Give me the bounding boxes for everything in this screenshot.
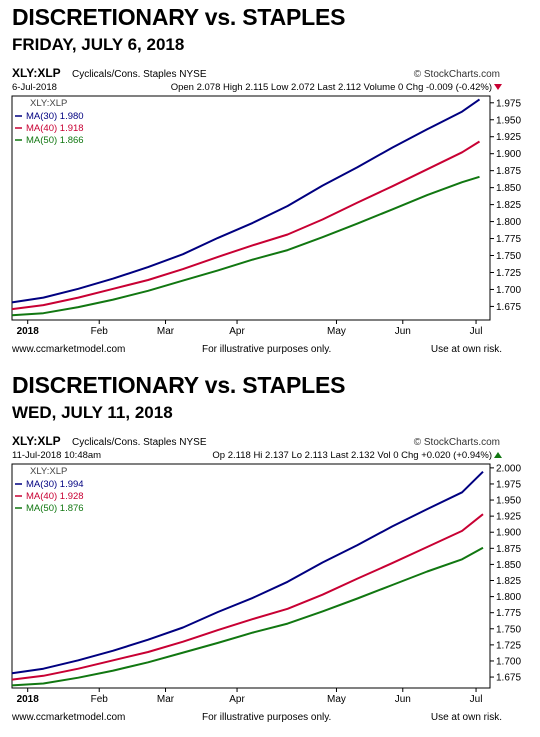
y-tick-label: 1.950 — [496, 496, 521, 507]
y-tick-label: 1.875 — [496, 166, 521, 177]
chart-symbol: XLY:XLP — [12, 434, 61, 448]
chart-subtitle: WED, JULY 11, 2018 — [12, 403, 173, 422]
chart-date: 11-Jul-2018 10:48am — [12, 450, 101, 461]
footer-risk-note: Use at own risk. — [430, 712, 502, 723]
chart-description: Cyclicals/Cons. Staples NYSE — [72, 69, 207, 80]
footer-disclaimer: For illustrative purposes only. — [202, 712, 332, 723]
line-chart: XLY:XLP Cyclicals/Cons. Staples NYSE © Sto… — [11, 434, 521, 705]
y-tick-label: 1.825 — [496, 200, 521, 211]
chart-stats: Op 2.118 Hi 2.137 Lo 2.113 Last 2.132 Vo… — [212, 450, 492, 461]
legend-entry: MA(30) 1.994 — [26, 479, 84, 490]
y-tick-label: 1.925 — [496, 512, 521, 523]
chart-subtitle: FRIDAY, JULY 6, 2018 — [12, 35, 185, 54]
y-tick-label: 1.750 — [496, 624, 521, 635]
y-tick-label: 1.975 — [496, 98, 521, 109]
y-tick-label: 1.850 — [496, 183, 521, 194]
y-tick-label: 1.900 — [496, 149, 521, 160]
x-tick-label: Mar — [157, 326, 175, 337]
plot-area — [11, 463, 491, 689]
legend-entry: MA(30) 1.980 — [26, 111, 84, 122]
series-line-ma40 — [11, 140, 481, 311]
y-tick-label: 2.000 — [496, 463, 521, 474]
y-tick-label: 1.775 — [496, 608, 521, 619]
y-tick-label: 1.875 — [496, 544, 521, 555]
line-chart: XLY:XLP Cyclicals/Cons. Staples NYSE © Sto… — [11, 66, 521, 337]
y-tick-label: 1.700 — [496, 656, 521, 667]
chart-stats: Open 2.078 High 2.115 Low 2.072 Last 2.1… — [171, 82, 492, 93]
change-arrow-icon — [494, 84, 502, 90]
chart-source: © StockCharts.com — [414, 69, 500, 80]
series-line-ma30 — [11, 470, 484, 675]
chart-source: © StockCharts.com — [414, 437, 500, 448]
y-tick-label: 1.900 — [496, 528, 521, 539]
x-tick-label: Jul — [470, 326, 483, 337]
y-tick-label: 1.700 — [496, 285, 521, 296]
y-tick-label: 1.950 — [496, 115, 521, 126]
change-arrow-icon — [494, 452, 502, 458]
x-tick-label: Feb — [91, 694, 109, 705]
x-tick-label: Apr — [229, 694, 245, 705]
x-tick-label: May — [327, 326, 346, 337]
legend-entry: MA(50) 1.866 — [26, 135, 84, 146]
x-tick-label: Apr — [229, 326, 245, 337]
legend-entry: MA(40) 1.928 — [26, 491, 84, 502]
series-line-ma50 — [11, 546, 484, 687]
x-tick-label: 2018 — [17, 694, 40, 705]
footer-disclaimer: For illustrative purposes only. — [202, 344, 332, 355]
series-line-ma30 — [11, 98, 481, 304]
x-tick-label: May — [327, 694, 346, 705]
x-tick-label: Jun — [395, 694, 411, 705]
y-tick-label: 1.675 — [496, 673, 521, 684]
footer-website: www.ccmarketmodel.com — [12, 344, 126, 355]
series-line-ma50 — [11, 175, 480, 317]
y-tick-label: 1.925 — [496, 132, 521, 143]
y-tick-label: 1.750 — [496, 251, 521, 262]
legend-title: XLY:XLP — [30, 466, 67, 477]
chart-title: DISCRETIONARY vs. STAPLES — [12, 4, 346, 30]
legend-entry: MA(40) 1.918 — [26, 123, 84, 134]
series-line-ma40 — [11, 513, 484, 681]
legend-title: XLY:XLP — [30, 98, 67, 109]
y-tick-label: 1.675 — [496, 302, 521, 313]
footer-website: www.ccmarketmodel.com — [12, 712, 126, 723]
y-tick-label: 1.800 — [496, 217, 521, 228]
chart-date: 6-Jul-2018 — [12, 82, 57, 93]
y-tick-label: 1.825 — [496, 576, 521, 587]
footer-risk-note: Use at own risk. — [430, 344, 502, 355]
x-tick-label: Mar — [157, 694, 175, 705]
x-tick-label: 2018 — [17, 326, 40, 337]
y-tick-label: 1.800 — [496, 592, 521, 603]
chart-title: DISCRETIONARY vs. STAPLES — [12, 372, 346, 398]
y-tick-label: 1.725 — [496, 268, 521, 279]
plot-area — [11, 95, 491, 321]
y-tick-label: 1.975 — [496, 479, 521, 490]
x-tick-label: Jul — [470, 694, 483, 705]
chart-symbol: XLY:XLP — [12, 66, 61, 80]
y-tick-label: 1.725 — [496, 640, 521, 651]
legend-entry: MA(50) 1.876 — [26, 503, 84, 514]
x-tick-label: Feb — [91, 326, 109, 337]
chart-description: Cyclicals/Cons. Staples NYSE — [72, 437, 207, 448]
x-tick-label: Jun — [395, 326, 411, 337]
y-tick-label: 1.850 — [496, 560, 521, 571]
y-tick-label: 1.775 — [496, 234, 521, 245]
